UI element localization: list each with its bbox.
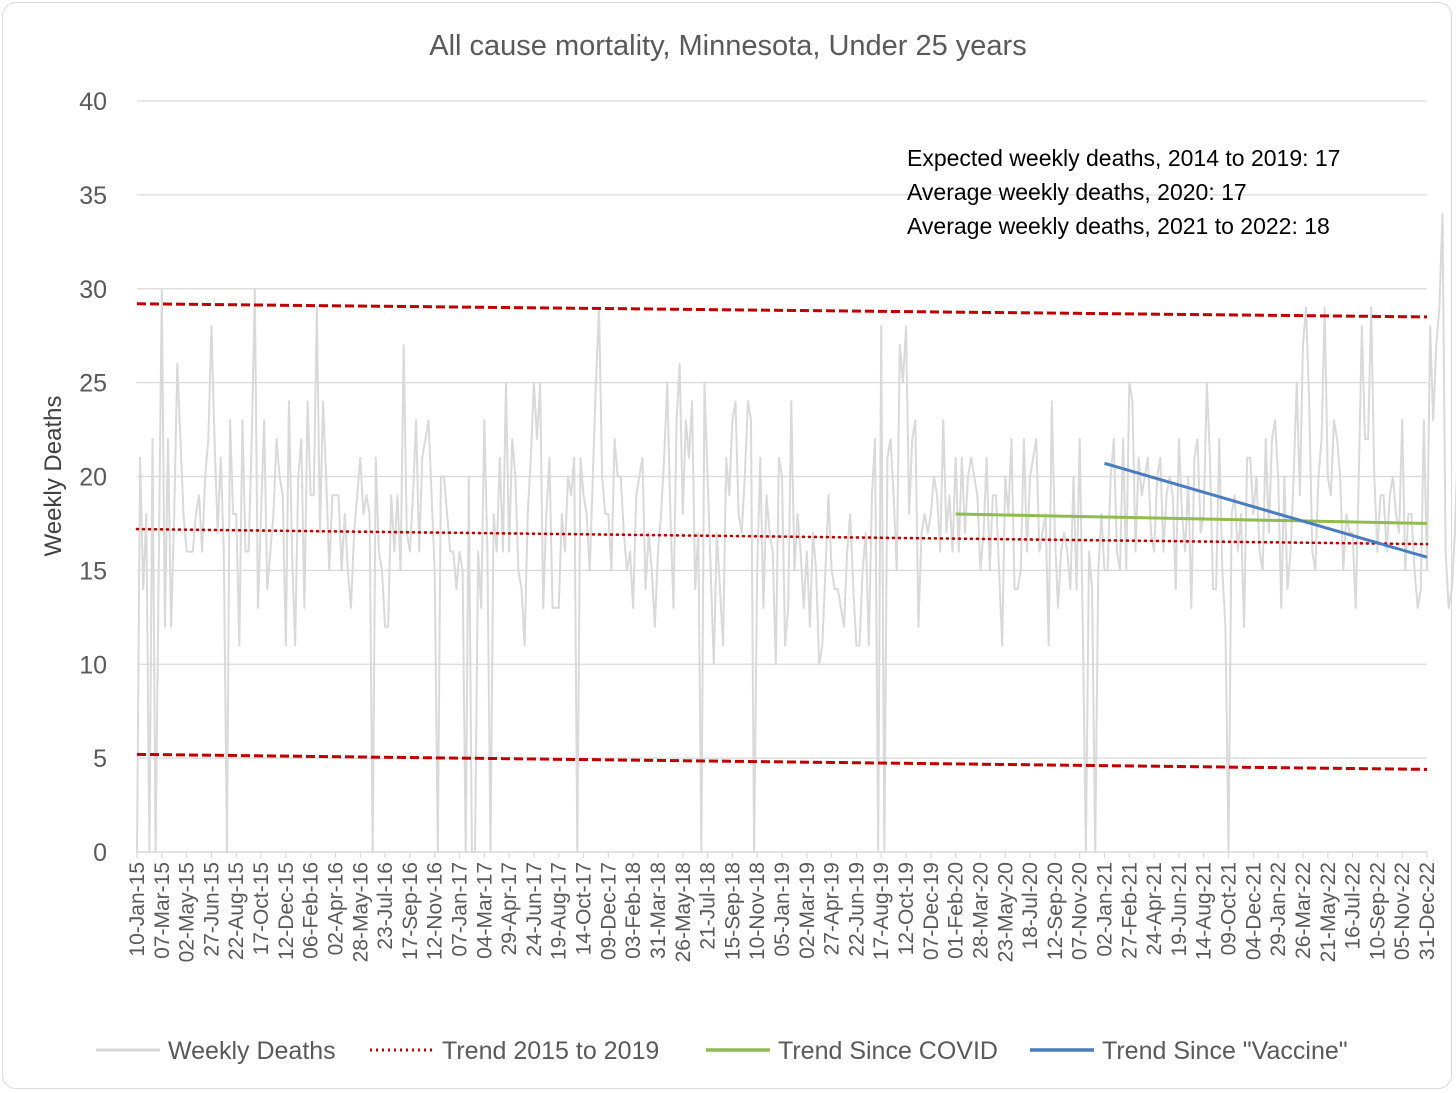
chart-title: All cause mortality, Minnesota, Under 25… (429, 30, 1026, 62)
x-tick-label-45: 04-Dec-21 (1242, 862, 1265, 960)
x-tick-label-7: 06-Feb-16 (300, 862, 323, 959)
x-tick-label-15: 29-Apr-17 (498, 862, 521, 955)
x-tick-labels: 10-Jan-15 07-Mar-15 02-May-15 27-Jun-15 22-A… (126, 862, 1439, 962)
x-tick-label-8: 02-Apr-16 (324, 862, 347, 955)
y-tick-label-5: 5 (93, 745, 107, 773)
trend-layer (135, 302, 1429, 771)
x-tick-label-41: 24-Apr-21 (1143, 862, 1166, 955)
annotation-2021-2022: Average weekly deaths, 2021 to 2022: 18 (907, 213, 1330, 239)
x-tick-label-49: 16-Jul-22 (1342, 862, 1365, 950)
x-tick-label-0: 10-Jan-15 (126, 862, 149, 957)
x-tick-label-43: 14-Aug-21 (1193, 862, 1216, 960)
x-tick-label-31: 12-Oct-19 (895, 862, 918, 955)
y-axis-label: Weekly Deaths (40, 396, 67, 557)
series-line-weekly-deaths (136, 212, 1456, 853)
x-tick-label-6: 12-Dec-15 (275, 862, 298, 960)
x-tick-label-2: 02-May-15 (176, 862, 199, 962)
y-tick-label-35: 35 (79, 182, 107, 210)
y-tick-label-40: 40 (79, 88, 107, 116)
x-tick-label-28: 27-Apr-19 (821, 862, 844, 955)
legend-label-weekly-deaths: Weekly Deaths (168, 1037, 336, 1065)
annotations: Expected weekly deaths, 2014 to 2019: 17… (907, 145, 1340, 239)
trend-line-3 (1104, 461, 1428, 559)
x-tick-label-26: 05-Jan-19 (771, 862, 794, 957)
x-tick-label-42: 19-Jun-21 (1168, 862, 1191, 957)
x-tick-label-38: 07-Nov-20 (1069, 862, 1092, 960)
legend-label-trend-since-covid: Trend Since COVID (778, 1037, 998, 1065)
x-tick-label-11: 17-Sep-16 (399, 862, 422, 960)
legend: Weekly Deaths Trend 2015 to 2019 Trend S… (96, 1037, 1348, 1065)
x-tick-label-37: 12-Sep-20 (1044, 862, 1067, 960)
x-tick-label-51: 05-Nov-22 (1391, 862, 1414, 960)
x-tick-label-17: 19-Aug-17 (548, 862, 571, 960)
x-tick-label-40: 27-Feb-21 (1118, 862, 1141, 959)
x-tick-label-34: 28-Mar-20 (969, 862, 992, 959)
legend-label-trend-since-vaccine: Trend Since "Vaccine" (1102, 1037, 1348, 1065)
y-tick-label-10: 10 (79, 651, 107, 679)
x-tick-label-50: 10-Sep-22 (1366, 862, 1389, 960)
x-tick-label-9: 28-May-16 (349, 862, 372, 962)
x-tick-label-23: 21-Jul-18 (697, 862, 720, 950)
trend-line-4 (136, 302, 1428, 319)
annotation-2020: Average weekly deaths, 2020: 17 (907, 179, 1247, 205)
x-tick-label-30: 17-Aug-19 (870, 862, 893, 960)
y-tick-label-15: 15 (79, 557, 107, 585)
x-tick-label-44: 09-Oct-21 (1218, 862, 1241, 955)
x-tick-label-25: 10-Nov-18 (746, 862, 769, 960)
x-tick-label-47: 26-Mar-22 (1292, 862, 1315, 959)
x-tick-label-12: 12-Nov-16 (424, 862, 447, 960)
trend-line-1 (135, 527, 1429, 546)
y-tick-labels: 0 5 10 15 20 25 30 35 40 (79, 88, 107, 867)
x-tick-label-4: 22-Aug-15 (225, 862, 248, 960)
y-tick-label-30: 30 (79, 276, 107, 304)
x-tick-label-20: 03-Feb-18 (622, 862, 645, 959)
y-tick-label-25: 25 (79, 370, 107, 398)
x-tick-label-46: 29-Jan-22 (1267, 862, 1290, 957)
x-tick-label-36: 18-Jul-20 (1019, 862, 1042, 950)
legend-label-trend-2015-2019: Trend 2015 to 2019 (442, 1037, 659, 1065)
x-tick-label-35: 23-May-20 (994, 862, 1017, 962)
x-tick-label-39: 02-Jan-21 (1094, 862, 1117, 957)
series-layer (136, 212, 1456, 853)
x-tick-label-29: 22-Jun-19 (845, 862, 868, 957)
x-tick-label-13: 07-Jan-17 (449, 862, 472, 957)
x-tick-label-10: 23-Jul-16 (374, 862, 397, 950)
x-axis (136, 851, 1428, 858)
x-tick-label-5: 17-Oct-15 (250, 862, 273, 955)
x-tick-label-32: 07-Dec-19 (920, 862, 943, 960)
x-tick-label-3: 27-Jun-15 (200, 862, 223, 957)
y-tick-label-0: 0 (93, 839, 107, 867)
x-tick-label-22: 26-May-18 (672, 862, 695, 962)
y-tick-label-20: 20 (79, 464, 107, 492)
x-tick-label-18: 14-Oct-17 (573, 862, 596, 955)
x-tick-label-16: 24-Jun-17 (523, 862, 546, 957)
x-tick-label-52: 31-Dec-22 (1416, 862, 1439, 960)
x-tick-label-19: 09-Dec-17 (597, 862, 620, 960)
x-tick-label-24: 15-Sep-18 (721, 862, 744, 960)
annotation-expected: Expected weekly deaths, 2014 to 2019: 17 (907, 145, 1340, 171)
x-tick-label-1: 07-Mar-15 (151, 862, 174, 959)
x-tick-label-21: 31-Mar-18 (647, 862, 670, 959)
x-tick-label-27: 02-Mar-19 (796, 862, 819, 959)
trend-line-5 (136, 752, 1428, 771)
x-tick-label-33: 01-Feb-20 (945, 862, 968, 959)
x-tick-label-48: 21-May-22 (1317, 862, 1340, 962)
trend-line-2 (955, 512, 1428, 525)
x-tick-label-14: 04-Mar-17 (473, 862, 496, 959)
